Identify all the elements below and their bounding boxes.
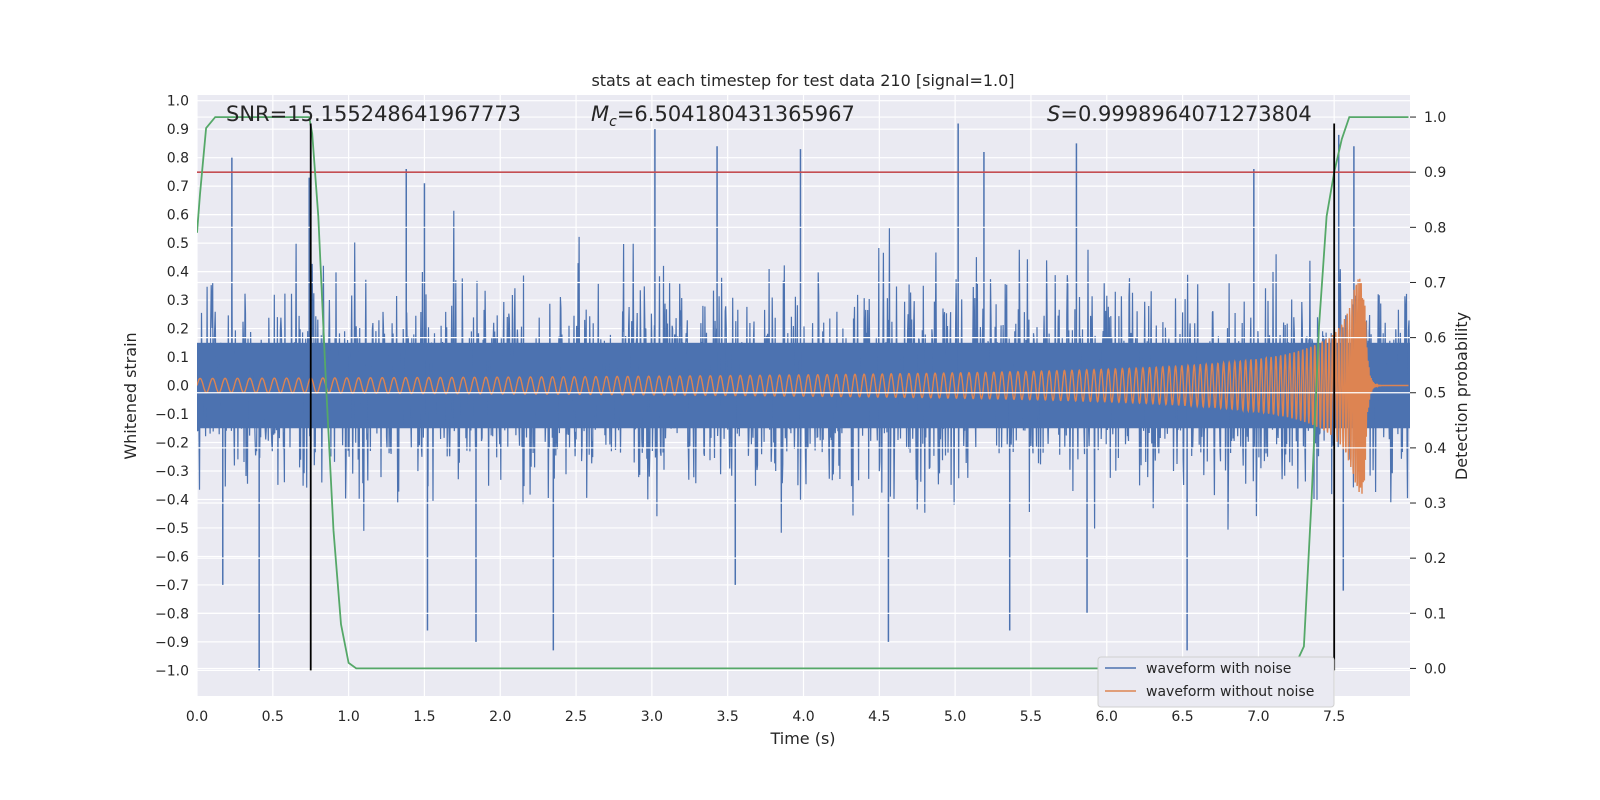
y2-tick-label: 0.4 [1424,441,1446,457]
x-tick-label: 4.0 [792,709,814,725]
y-tick-label: 0.2 [167,322,189,338]
x-tick-label: 5.5 [1020,709,1042,725]
chart-title: stats at each timestep for test data 210… [591,71,1014,90]
chirp-mass-symbol: M [591,102,609,126]
y-tick-label: −0.8 [155,606,189,622]
y2-axis-ticks: 1.0 0.9 0.8 0.7 0.6 0.5 0.4 0.3 0.2 0.1 0.0 [1410,110,1446,677]
legend: waveform with noise waveform without noi… [1097,656,1335,708]
x-tick-label: 7.5 [1323,709,1345,725]
y-tick-label: −0.3 [155,464,189,480]
y-tick-label: −0.6 [155,549,189,565]
y-tick-label: 0.3 [167,293,189,309]
x-tick-label: 6.0 [1096,709,1118,725]
x-tick-label: 4.5 [868,709,890,725]
y-tick-label: −0.5 [155,521,189,537]
x-tick-label: 0.5 [262,709,284,725]
y-tick-label: 0.9 [167,122,189,138]
y-tick-label: 0.7 [167,179,189,195]
x-tick-label: 5.0 [944,709,966,725]
x-tick-label: 1.5 [413,709,435,725]
y2-tick-label: 1.0 [1424,110,1446,126]
chirp-mass-value: =6.504180431365967 [617,102,855,126]
x-tick-label: 0.0 [186,709,208,725]
y-tick-label: −0.4 [155,492,189,508]
legend-label-noise: waveform with noise [1146,661,1291,677]
x-tick-label: 6.5 [1171,709,1193,725]
y2-tick-label: 0.8 [1424,220,1446,236]
y-axis-ticks: 1.0 0.9 0.8 0.7 0.6 0.5 0.4 0.3 0.2 0.1 0.0 −0.1 −0.… [155,94,189,680]
y-tick-label: −0.7 [155,578,189,594]
y2-tick-label: 0.3 [1424,496,1446,512]
y2-tick-label: 0.6 [1424,331,1446,347]
x-tick-label: 3.5 [717,709,739,725]
series-waveform-with-noise [197,123,1410,671]
x-tick-label: 3.0 [641,709,663,725]
y2-axis-label: Detection probability [1452,312,1471,480]
x-tick-label: 7.0 [1247,709,1269,725]
y-tick-label: −0.9 [155,635,189,651]
y-tick-label: −0.1 [155,407,189,423]
chirp-mass-subscript: c [609,114,617,130]
y-tick-label: 0.0 [167,379,189,395]
x-axis-ticks: 0.0 0.5 1.0 1.5 2.0 2.5 3.0 3.5 4.0 4.5 5.0 5.5 6.0 6… [186,709,1345,725]
y2-tick-label: 0.1 [1424,606,1446,622]
y2-tick-label: 0.5 [1424,386,1446,402]
y2-tick-label: 0.0 [1424,661,1446,677]
x-tick-label: 2.5 [565,709,587,725]
y2-tick-label: 0.9 [1424,165,1446,181]
vertical-markers [309,123,1336,671]
y2-tick-label: 0.7 [1424,275,1446,291]
x-axis-label: Time (s) [769,729,835,748]
y-tick-label: −1.0 [155,663,189,679]
legend-box [1097,656,1335,708]
score-annotation: S=0.9998964071273804 [1047,102,1312,126]
y-tick-label: 0.1 [167,350,189,366]
probability-trace [197,116,1409,670]
y2-tick-label: 0.2 [1424,551,1446,567]
y-tick-label: 0.6 [167,208,189,224]
chirp-mass-annotation: Mc=6.504180431365967 [591,102,855,130]
y-tick-label: 0.8 [167,151,189,167]
x-tick-label: 2.0 [489,709,511,725]
y-tick-label: −0.2 [155,435,189,451]
y-axis-label: Whitened strain [121,332,140,459]
series-detection-probability [197,116,1409,670]
legend-label-no-noise: waveform without noise [1146,684,1314,700]
y-tick-label: 0.4 [167,265,189,281]
x-tick-label: 1.0 [337,709,359,725]
score-value: =0.9998964071273804 [1060,102,1311,126]
y-tick-label: 0.5 [167,236,189,252]
score-symbol: S [1047,102,1060,126]
y-tick-label: 1.0 [167,94,189,110]
snr-annotation: SNR=15.155248641967773 [226,102,521,126]
